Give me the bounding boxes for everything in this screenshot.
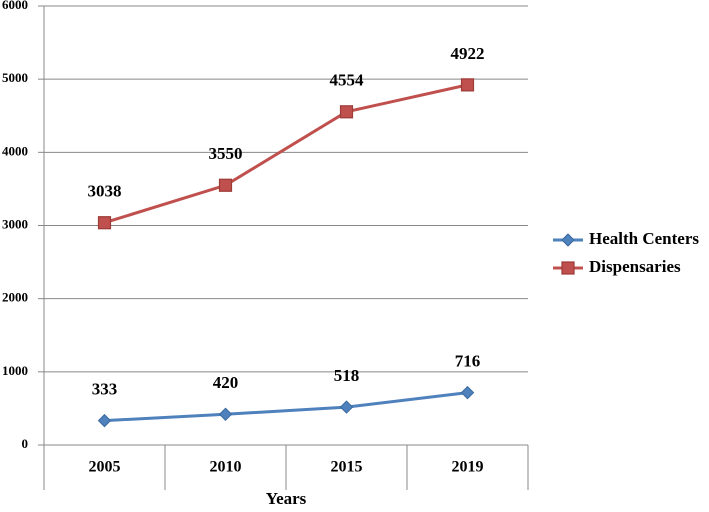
legend-marker bbox=[561, 261, 575, 275]
data-point bbox=[460, 385, 475, 400]
legend-label: Health Centers bbox=[589, 229, 699, 248]
data-label: 3550 bbox=[209, 144, 243, 163]
data-label: 333 bbox=[92, 380, 118, 399]
x-axis-title: Years bbox=[266, 489, 307, 508]
x-tick-label: 2005 bbox=[89, 459, 121, 476]
x-tick-label: 2019 bbox=[452, 459, 484, 476]
data-point bbox=[460, 78, 475, 92]
data-point bbox=[218, 178, 233, 192]
data-point bbox=[218, 407, 233, 421]
data-label: 420 bbox=[213, 373, 239, 392]
data-label: 518 bbox=[334, 366, 360, 385]
y-tick-label: 1000 bbox=[2, 363, 28, 378]
data-point bbox=[97, 216, 112, 230]
y-tick-label: 3000 bbox=[2, 216, 28, 231]
y-tick-label: 2000 bbox=[2, 290, 28, 305]
data-label: 716 bbox=[455, 352, 481, 371]
data-label: 4922 bbox=[451, 44, 485, 63]
y-tick-label: 0 bbox=[22, 436, 29, 451]
x-tick-label: 2015 bbox=[331, 459, 363, 476]
legend-marker bbox=[561, 233, 575, 247]
data-label: 3038 bbox=[88, 182, 122, 201]
data-point bbox=[339, 105, 354, 119]
y-tick-label: 6000 bbox=[2, 0, 28, 12]
data-point bbox=[97, 413, 112, 428]
series-line bbox=[104, 83, 468, 225]
x-tick-label: 2010 bbox=[210, 459, 242, 476]
legend-label: Dispensaries bbox=[589, 257, 681, 276]
y-tick-label: 4000 bbox=[2, 143, 28, 158]
data-point bbox=[339, 400, 354, 414]
data-label: 4554 bbox=[330, 71, 365, 90]
series-line bbox=[104, 391, 468, 423]
y-tick-label: 5000 bbox=[2, 70, 28, 85]
